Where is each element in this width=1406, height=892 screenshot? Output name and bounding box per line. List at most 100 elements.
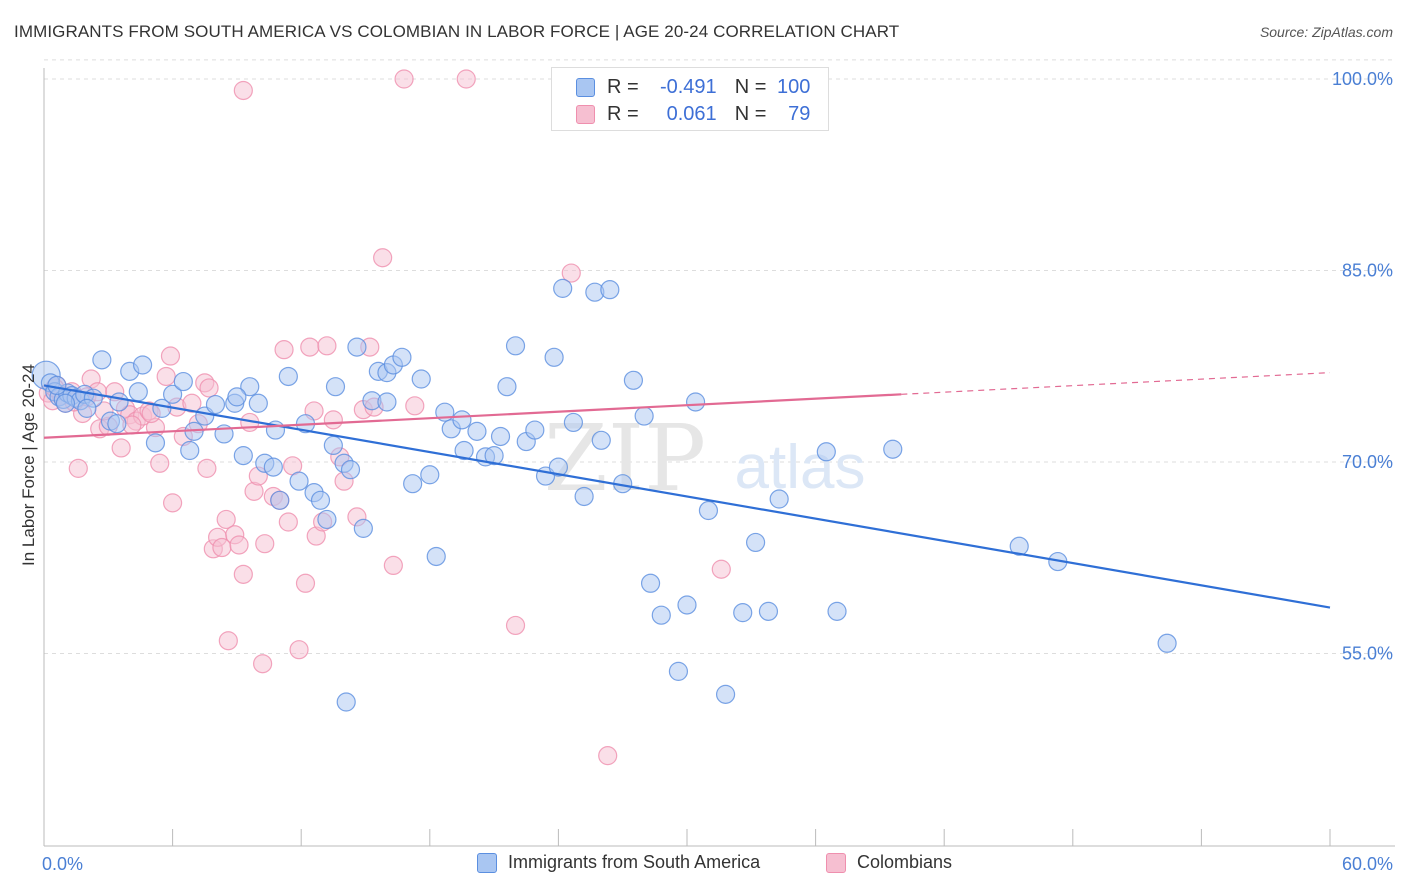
- legend-swatch-blue: [477, 852, 497, 873]
- point-colombians: [317, 336, 337, 356]
- point-immigrants: [248, 393, 268, 413]
- point-immigrants: [163, 384, 183, 404]
- point-immigrants: [715, 684, 736, 704]
- point-colombians: [163, 493, 183, 513]
- point-immigrants: [816, 442, 836, 462]
- legend-n-label: N =: [734, 75, 767, 98]
- legend-row-pink: R = 0.061 N = 79: [576, 101, 810, 127]
- legend-r-label: R =: [607, 75, 639, 98]
- point-colombians: [711, 559, 731, 579]
- point-colombians: [197, 458, 217, 478]
- point-immigrants: [323, 435, 343, 456]
- point-immigrants: [77, 398, 97, 418]
- point-immigrants: [769, 489, 789, 509]
- point-immigrants: [227, 387, 247, 407]
- y-tick-label: 70.0%: [1342, 452, 1393, 472]
- legend-r-value: -0.491: [659, 75, 717, 98]
- point-colombians: [253, 654, 273, 674]
- legend-item-colombians: Colombians: [826, 852, 952, 873]
- chart-title: IMMIGRANTS FROM SOUTH AMERICA VS COLOMBI…: [14, 22, 900, 41]
- point-colombians: [216, 509, 236, 530]
- point-immigrants: [452, 410, 472, 430]
- y-tick-label: 85.0%: [1342, 261, 1393, 281]
- correlation-legend: R = -0.491 N = 100 R = 0.061 N = 79: [551, 67, 829, 131]
- point-colombians: [456, 69, 476, 89]
- point-immigrants: [107, 414, 127, 434]
- legend-item-immigrants: Immigrants from South America: [477, 852, 760, 873]
- point-immigrants: [484, 446, 504, 466]
- point-immigrants: [677, 595, 697, 615]
- legend-swatch-pink: [826, 852, 846, 873]
- point-immigrants: [377, 392, 397, 412]
- legend-n-label: N =: [734, 102, 767, 125]
- point-colombians: [156, 366, 176, 387]
- legend-n-value: 100: [777, 75, 811, 98]
- legend-swatch-pink: [576, 104, 595, 124]
- point-immigrants: [745, 532, 766, 553]
- legend-r-value: 0.061: [666, 102, 717, 125]
- point-colombians: [229, 535, 249, 555]
- source-label: Source: ZipAtlas.com: [1259, 24, 1393, 40]
- point-immigrants: [651, 605, 671, 625]
- point-immigrants: [548, 457, 569, 477]
- point-immigrants: [145, 433, 166, 453]
- point-immigrants: [340, 460, 361, 480]
- point-immigrants: [173, 371, 193, 392]
- point-colombians: [218, 631, 238, 651]
- trend-line-colombians: [43, 393, 902, 439]
- point-colombians: [405, 396, 425, 416]
- point-immigrants: [403, 474, 423, 494]
- point-immigrants: [310, 490, 331, 510]
- watermark-atlas: atlas: [735, 433, 866, 502]
- point-colombians: [233, 564, 253, 584]
- point-immigrants: [128, 382, 148, 402]
- point-immigrants: [47, 375, 67, 395]
- y-tick-label: 55.0%: [1342, 644, 1393, 664]
- point-colombians: [323, 410, 343, 430]
- legend-swatch-blue: [576, 77, 595, 97]
- trend-line-colombians-dashed: [901, 372, 1331, 395]
- legend-item-label: Colombians: [857, 852, 953, 872]
- legend-n-value: 79: [788, 102, 811, 125]
- x-tick-label-max: 60.0%: [1342, 854, 1393, 874]
- legend-item-label: Immigrants from South America: [508, 852, 761, 872]
- point-colombians: [373, 248, 393, 268]
- point-immigrants: [336, 692, 356, 712]
- axes: [43, 68, 1395, 847]
- point-immigrants: [640, 573, 661, 593]
- point-immigrants: [733, 603, 753, 623]
- point-immigrants: [392, 347, 412, 367]
- point-immigrants: [563, 412, 584, 433]
- point-immigrants: [600, 280, 620, 300]
- point-colombians: [561, 263, 581, 283]
- point-immigrants: [233, 446, 253, 466]
- point-immigrants: [623, 370, 644, 390]
- point-colombians: [598, 746, 618, 766]
- point-colombians: [111, 438, 131, 458]
- point-immigrants: [353, 518, 373, 538]
- point-colombians: [274, 340, 294, 360]
- point-colombians: [182, 393, 202, 413]
- tick-labels: 55.0% 70.0% 85.0% 100.0% 0.0% 60.0%: [42, 69, 1393, 874]
- trend-lines: [43, 372, 1331, 609]
- point-colombians: [289, 640, 309, 660]
- point-immigrants: [278, 366, 298, 387]
- point-immigrants: [132, 355, 153, 375]
- point-colombians: [383, 555, 403, 576]
- point-immigrants: [317, 509, 337, 530]
- point-immigrants: [553, 278, 573, 298]
- point-immigrants: [420, 465, 440, 485]
- point-colombians: [233, 80, 253, 101]
- point-immigrants: [634, 406, 654, 426]
- point-immigrants: [497, 377, 517, 397]
- point-colombians: [255, 534, 275, 554]
- point-immigrants: [347, 337, 367, 357]
- point-immigrants: [490, 426, 511, 447]
- point-immigrants: [263, 457, 283, 477]
- point-immigrants: [668, 661, 689, 681]
- point-immigrants: [591, 430, 611, 450]
- series-legend: Immigrants from South America Colombians: [0, 852, 1406, 878]
- point-immigrants: [505, 336, 526, 356]
- point-colombians: [160, 346, 181, 366]
